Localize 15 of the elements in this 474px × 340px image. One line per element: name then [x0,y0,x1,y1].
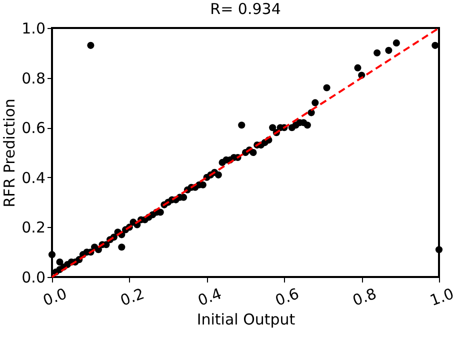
chart-title: R= 0.934 [210,0,281,18]
y-tick-label: 0.8 [22,69,46,88]
x-tick-label: 0.8 [350,284,379,310]
x-tick-label: 0.6 [272,284,302,310]
y-axis-title: RFR Prediction [0,98,19,208]
y-tick-label: 0.4 [22,168,46,187]
y-tick-label: 1.0 [22,20,46,38]
x-tick-label: 0.2 [118,284,147,310]
x-tick-label: 1.0 [428,284,456,310]
x-tick-label: 0.0 [40,284,70,310]
y-tick-label: 0.6 [22,119,46,138]
x-tick-label: 0.4 [195,284,224,310]
x-axis-title: Initial Output [196,310,296,329]
y-tick-label: 0.2 [22,218,46,237]
y-tick-label: 0.0 [22,268,46,286]
